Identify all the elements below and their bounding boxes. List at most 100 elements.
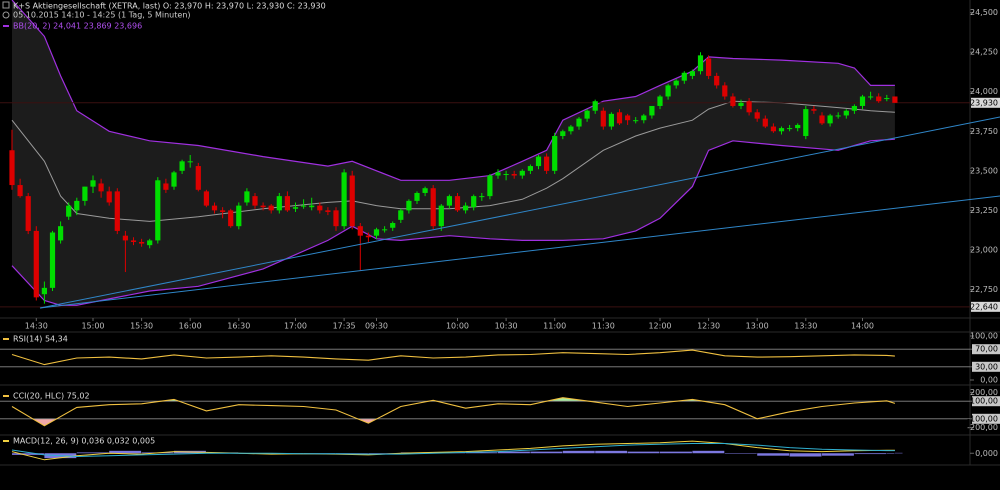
candle-body: [17, 185, 23, 197]
candle-body: [98, 183, 104, 192]
x-tick-label: 10:30: [495, 322, 518, 331]
candle-body: [511, 173, 517, 176]
candle-body: [584, 110, 590, 119]
candle-body: [787, 128, 793, 130]
level-label-box: [972, 396, 1000, 407]
candle-body: [171, 172, 177, 187]
macd-line: [11, 440, 895, 461]
candle-body: [454, 196, 461, 211]
x-tick-label: 17:35: [333, 322, 356, 331]
x-tick-label: 16:00: [179, 322, 202, 331]
y-tick-label: 24,500: [970, 8, 998, 17]
y-tick-label: 0,00: [980, 376, 998, 385]
price-marker-box: [971, 97, 1000, 108]
candle-body: [851, 105, 857, 111]
candle-body: [333, 210, 339, 227]
candle-body: [770, 126, 776, 132]
icon: [3, 440, 9, 442]
candle-body: [746, 101, 752, 113]
y-tick-label: 23,500: [970, 166, 998, 175]
y-tick-label: 70,00: [975, 345, 998, 354]
y-tick-label: 30,00: [975, 362, 998, 371]
pane-borders: [0, 0, 1000, 466]
candle-body: [390, 223, 396, 228]
x-tick-label: 12:30: [697, 322, 720, 331]
chart-subtitle: 05.10.2015 14:10 - 14:25 (1 Tag, 5 Minut…: [13, 11, 191, 20]
candle-body: [535, 156, 542, 167]
x-tick-label: 13:30: [794, 322, 817, 331]
candle-body: [835, 115, 841, 117]
candle-body: [268, 205, 274, 211]
candle-body: [811, 109, 817, 111]
candle-body: [762, 118, 768, 127]
candle-body: [422, 188, 428, 193]
candle-body: [260, 205, 266, 208]
x-tick-label: 15:00: [81, 322, 104, 331]
candle-body: [463, 205, 469, 211]
candle-body: [66, 205, 72, 217]
candle-body: [139, 241, 145, 244]
candle-body: [414, 192, 420, 201]
candle-body: [519, 170, 525, 176]
candle-body: [560, 131, 566, 137]
candle-body: [665, 85, 671, 97]
candle-body: [292, 207, 299, 209]
histogram-bar: [595, 450, 628, 454]
candle-body: [9, 150, 15, 186]
candle-body: [349, 175, 355, 227]
icon: [3, 395, 9, 397]
histogram-bar: [562, 450, 595, 454]
x-tick-label: 14:30: [25, 322, 48, 331]
x-tick-label: 09:30: [365, 322, 388, 331]
candle-body: [616, 112, 623, 124]
y-tick-label: 22,750: [970, 285, 998, 294]
candle-body: [697, 55, 704, 72]
candle-body: [673, 80, 679, 86]
candle-body: [187, 161, 193, 163]
histogram-bar: [886, 453, 895, 454]
candle-body: [495, 172, 501, 176]
candle-body: [195, 166, 201, 190]
candle-body: [365, 235, 371, 238]
price-marker-box: [971, 301, 1000, 312]
x-tick-label: 13:00: [746, 322, 769, 331]
candle-body: [544, 156, 550, 171]
candle-body: [552, 136, 558, 171]
candle-body: [527, 166, 533, 171]
candle-body: [479, 196, 485, 198]
candle-body: [576, 118, 582, 127]
histogram-bar: [627, 451, 660, 454]
band-middle: [11, 100, 895, 222]
candle-body: [754, 112, 760, 119]
candle-body: [592, 101, 598, 111]
trendline: [39, 195, 1000, 309]
candle-body: [568, 126, 574, 132]
candle-body: [608, 113, 614, 127]
candle-body: [633, 120, 639, 122]
histogram-bar: [724, 453, 757, 454]
candle-body: [689, 71, 695, 76]
y-tick-label: -200,00: [967, 423, 998, 432]
candle-body: [438, 205, 444, 227]
candle-body: [49, 232, 56, 288]
histogram-bar: [660, 451, 692, 454]
candle-body: [803, 109, 809, 137]
candle-body: [155, 180, 161, 241]
histogram-bar: [498, 451, 530, 454]
candle-body: [309, 205, 315, 208]
level-label-box: [972, 413, 1000, 424]
price-marker-label: 22,640: [970, 302, 998, 311]
x-tick-label: 12:00: [648, 322, 671, 331]
plot-layer: 23,930 22,640 14:30 15:00 15:30 16:00 16:30 17:…: [0, 0, 1000, 461]
y-tick-label: 100,00: [970, 397, 998, 406]
bands-legend: BB(20, 2) 24,041 23,869 23,696: [13, 22, 142, 31]
candle-body: [33, 230, 39, 298]
y-tick-label: 100,00: [970, 332, 998, 341]
candle-body: [827, 115, 833, 124]
histogram-bar: [530, 451, 563, 454]
candle-body: [74, 200, 80, 211]
candle-body: [722, 85, 728, 97]
bands-fill: [12, 0, 895, 306]
candle-body: [641, 115, 647, 121]
